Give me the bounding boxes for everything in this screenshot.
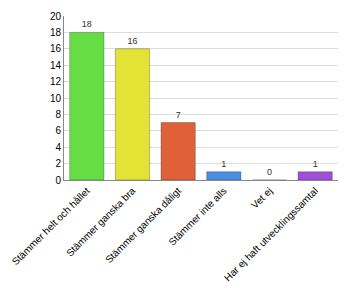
svg-text:0: 0 — [55, 175, 61, 186]
svg-text:20: 20 — [50, 11, 62, 22]
svg-text:4: 4 — [55, 142, 61, 153]
svg-text:1: 1 — [221, 159, 226, 169]
svg-text:2: 2 — [55, 158, 61, 169]
svg-text:7: 7 — [176, 110, 181, 120]
svg-text:16: 16 — [50, 43, 62, 54]
svg-text:12: 12 — [50, 76, 62, 87]
svg-text:6: 6 — [55, 125, 61, 136]
svg-text:14: 14 — [50, 60, 62, 71]
svg-text:18: 18 — [82, 19, 92, 29]
svg-text:18: 18 — [50, 27, 62, 38]
svg-text:8: 8 — [55, 109, 61, 120]
svg-text:Stämmer ganska dåligt: Stämmer ganska dåligt — [103, 185, 183, 265]
svg-text:Stämmer ganska bra: Stämmer ganska bra — [64, 185, 138, 259]
svg-text:16: 16 — [127, 36, 137, 46]
svg-text:1: 1 — [313, 159, 318, 169]
svg-text:Stämmer helt och hållet: Stämmer helt och hållet — [10, 185, 92, 267]
svg-text:Stämmer inte alls: Stämmer inte alls — [166, 185, 228, 247]
svg-text:Har ej haft utvecklingssamtal: Har ej haft utvecklingssamtal — [222, 185, 320, 283]
svg-text:0: 0 — [267, 167, 272, 177]
svg-text:10: 10 — [50, 93, 62, 104]
svg-text:Vet ej: Vet ej — [249, 185, 274, 210]
